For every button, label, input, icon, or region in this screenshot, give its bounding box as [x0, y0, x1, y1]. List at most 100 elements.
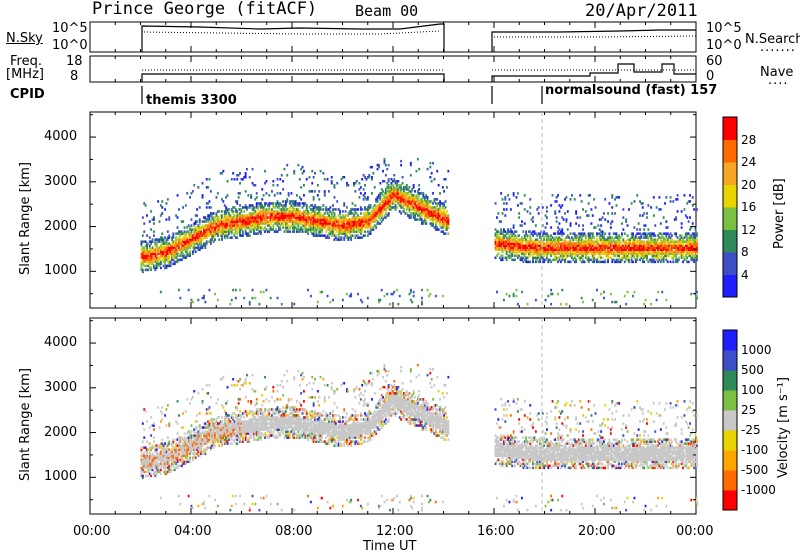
power-cell: [443, 222, 446, 225]
power-cell: [500, 246, 503, 250]
velocity-cell: [144, 458, 147, 462]
power-cell: [316, 216, 319, 219]
power-cell: [193, 246, 196, 250]
velocity-cell: [175, 444, 178, 447]
power-cell: [328, 224, 330, 227]
power-cell: [419, 202, 422, 205]
power-cell: [211, 226, 214, 229]
power-cell: [398, 192, 401, 195]
power-cell: [423, 204, 426, 207]
power-cell: [580, 234, 583, 237]
power-cell: [191, 236, 194, 239]
power-cell: [396, 180, 398, 183]
power-cell: [218, 228, 221, 231]
power-cell: [566, 210, 569, 213]
power-cell: [148, 262, 151, 266]
power-cell: [265, 180, 268, 183]
power-cell: [237, 214, 240, 217]
power-cell: [507, 230, 509, 233]
power-cell: [353, 230, 355, 233]
power-cell: [229, 236, 232, 239]
power-cell: [366, 226, 369, 229]
velocity-cell: [165, 444, 168, 447]
power-cell: [403, 200, 405, 203]
power-cell: [403, 194, 405, 197]
power-cell: [176, 226, 179, 229]
power-cell: [430, 212, 433, 215]
power-cell: [341, 232, 344, 235]
power-cell: [421, 204, 423, 207]
power-cell: [189, 244, 191, 248]
power-cell: [661, 248, 664, 252]
power-cell: [221, 238, 223, 241]
power-cell: [253, 210, 255, 213]
power-cell: [566, 228, 569, 231]
power-cell: [251, 218, 254, 221]
power-cell: [182, 256, 185, 260]
power-cell: [594, 258, 597, 262]
power-cell: [259, 216, 262, 219]
power-cell: [339, 218, 341, 221]
power-cell: [232, 212, 235, 215]
power-cell: [536, 238, 539, 241]
power-cell: [509, 242, 512, 245]
power-cell: [515, 248, 518, 252]
power-cell: [240, 228, 243, 231]
power-cell: [633, 252, 636, 256]
power-cell: [632, 294, 634, 298]
power-cell: [246, 234, 248, 237]
power-cell: [183, 242, 186, 245]
power-cell: [362, 198, 365, 201]
power-cell: [382, 202, 384, 205]
power-cell: [639, 242, 641, 245]
power-cell: [173, 260, 176, 264]
power-cell: [579, 232, 582, 235]
power-cell: [553, 232, 555, 235]
power-cell: [286, 208, 289, 211]
power-cell: [409, 288, 412, 292]
power-cell: [584, 242, 587, 245]
power-cell: [378, 206, 380, 209]
power-cell: [223, 216, 226, 219]
power-cell: [350, 218, 353, 221]
power-cell: [186, 192, 189, 195]
power-cell: [615, 252, 618, 256]
power-cell: [229, 214, 232, 217]
power-cell: [343, 216, 346, 219]
power-cell: [265, 216, 268, 219]
power-cell: [543, 244, 546, 248]
power-cell: [554, 232, 557, 235]
power-cell: [186, 244, 189, 248]
power-cell: [576, 254, 579, 258]
power-cell: [337, 226, 340, 229]
power-cell: [669, 238, 672, 241]
power-cell: [561, 216, 564, 219]
power-cell: [404, 200, 407, 203]
power-cell: [182, 206, 185, 209]
velocity-cell: [162, 450, 165, 454]
power-cell: [291, 202, 294, 205]
power-cell: [607, 242, 609, 245]
power-cell: [551, 194, 554, 197]
power-cell: [372, 220, 375, 223]
velocity-cell: [162, 456, 165, 460]
power-cell: [157, 252, 160, 256]
power-cell: [218, 222, 221, 225]
velocity-cell: [168, 460, 171, 464]
power-cell: [150, 228, 153, 231]
power-cell: [253, 224, 255, 227]
power-cell: [150, 258, 153, 262]
power-cell: [409, 214, 412, 217]
power-cell: [636, 232, 639, 235]
power-cell: [301, 224, 304, 227]
power-cell: [597, 250, 600, 254]
power-cell: [684, 232, 687, 235]
power-cell: [244, 190, 247, 193]
power-cell: [144, 244, 147, 248]
power-cell: [194, 250, 197, 254]
power-cell: [143, 202, 146, 205]
power-cell: [544, 242, 547, 245]
power-cell: [407, 200, 409, 203]
power-cell: [325, 230, 328, 233]
power-cell: [546, 244, 548, 248]
